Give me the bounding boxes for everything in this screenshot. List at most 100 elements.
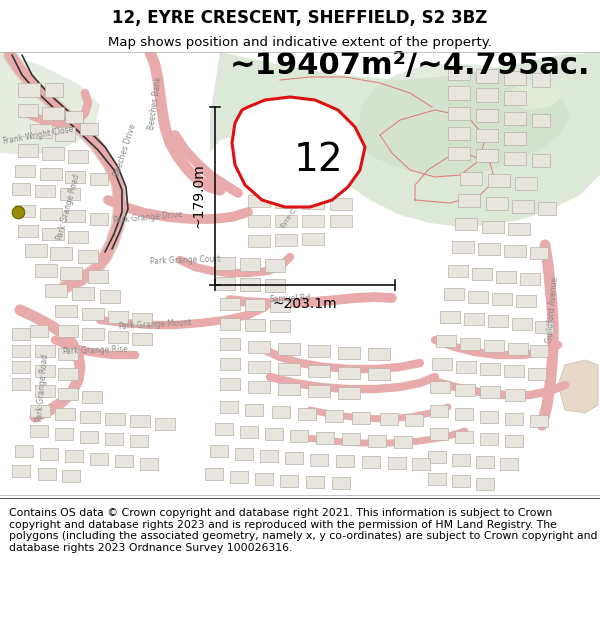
Bar <box>504 152 526 165</box>
Bar <box>302 197 324 209</box>
Bar <box>35 345 55 357</box>
Bar <box>12 378 30 390</box>
Bar <box>484 340 504 352</box>
Bar <box>368 435 386 447</box>
Bar <box>368 368 390 380</box>
Bar <box>155 418 175 430</box>
Bar <box>15 165 35 177</box>
Bar <box>12 328 30 340</box>
Bar <box>480 433 498 445</box>
Bar <box>42 107 64 120</box>
Bar <box>68 231 88 243</box>
Bar <box>62 470 80 482</box>
Bar <box>508 343 528 355</box>
Bar <box>270 320 290 332</box>
Bar <box>430 428 448 440</box>
Bar <box>285 452 303 464</box>
Bar <box>35 185 55 197</box>
Bar <box>88 270 108 283</box>
Bar <box>215 423 233 435</box>
Bar <box>480 363 500 375</box>
Bar <box>476 456 494 468</box>
Bar <box>248 215 270 227</box>
Bar <box>458 194 480 207</box>
Bar <box>505 435 523 447</box>
Bar <box>248 361 270 373</box>
Bar <box>302 125 324 137</box>
Bar <box>298 408 316 420</box>
Bar <box>455 384 475 396</box>
Text: ~203.1m: ~203.1m <box>272 297 337 311</box>
Bar <box>80 411 100 423</box>
Bar <box>220 401 238 413</box>
Polygon shape <box>510 77 562 110</box>
Bar <box>428 473 446 485</box>
Bar <box>220 298 240 310</box>
Text: Park·Grange Court: Park·Grange Court <box>149 254 221 266</box>
Bar <box>308 365 330 377</box>
Bar <box>508 223 530 235</box>
Bar <box>302 143 324 155</box>
Bar <box>35 264 57 277</box>
Bar <box>65 450 83 462</box>
Bar <box>30 325 48 337</box>
Bar <box>302 233 324 245</box>
Bar <box>488 174 510 187</box>
Bar <box>45 83 63 97</box>
Bar <box>308 345 330 357</box>
Bar <box>35 365 55 377</box>
Bar <box>58 388 78 400</box>
Bar <box>272 406 290 418</box>
Bar <box>476 69 498 83</box>
Bar <box>488 315 508 327</box>
Bar <box>65 210 85 222</box>
Bar <box>205 468 223 480</box>
Bar <box>42 228 64 240</box>
Bar <box>35 385 55 397</box>
Bar <box>65 171 85 183</box>
Bar <box>535 321 553 333</box>
Text: Guildford Avenue: Guildford Avenue <box>545 277 559 343</box>
Bar <box>90 213 108 225</box>
Bar <box>505 389 525 401</box>
Bar <box>55 428 73 440</box>
Bar <box>270 300 290 312</box>
Bar <box>520 273 540 285</box>
Bar <box>476 478 494 490</box>
Bar <box>240 426 258 438</box>
Bar <box>325 410 343 422</box>
Bar <box>504 71 526 85</box>
Bar <box>504 365 524 377</box>
Bar <box>476 109 498 122</box>
Bar <box>532 73 550 87</box>
Bar <box>30 425 48 437</box>
Text: 12, EYRE CRESCENT, SHEFFIELD, S2 3BZ: 12, EYRE CRESCENT, SHEFFIELD, S2 3BZ <box>112 9 488 28</box>
Bar <box>80 123 98 135</box>
Bar <box>220 358 240 370</box>
Bar <box>60 188 80 200</box>
Bar <box>516 295 536 307</box>
Bar <box>468 291 488 303</box>
Bar <box>105 433 123 445</box>
Bar <box>448 107 470 120</box>
Bar <box>230 471 248 483</box>
Bar <box>248 135 270 147</box>
Bar <box>380 413 398 425</box>
Bar <box>412 458 430 470</box>
Bar <box>245 404 263 416</box>
Bar <box>275 177 297 189</box>
Text: Frank·Wright·Close: Frank·Wright·Close <box>2 124 74 146</box>
Bar <box>18 225 38 237</box>
Bar <box>455 218 477 230</box>
Bar <box>30 124 52 138</box>
Bar <box>456 361 476 373</box>
Bar <box>436 335 456 347</box>
Bar <box>452 241 474 253</box>
Bar <box>60 267 82 280</box>
Bar <box>240 258 260 271</box>
Text: Park·Grange·Road: Park·Grange·Road <box>35 352 49 422</box>
Bar <box>45 284 67 297</box>
Bar <box>394 436 412 448</box>
Bar <box>504 132 526 145</box>
Bar <box>220 378 240 390</box>
